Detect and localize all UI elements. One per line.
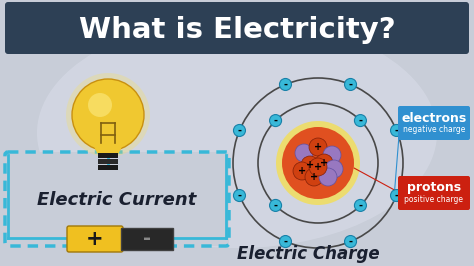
Circle shape — [391, 190, 402, 202]
Circle shape — [315, 154, 333, 172]
Text: -: - — [273, 115, 278, 126]
Text: -: - — [394, 126, 399, 135]
Ellipse shape — [37, 18, 437, 248]
Text: -: - — [348, 80, 353, 89]
Circle shape — [270, 200, 282, 211]
FancyBboxPatch shape — [5, 152, 229, 246]
Circle shape — [391, 124, 402, 136]
Text: +: + — [306, 160, 314, 170]
Text: +: + — [310, 172, 318, 182]
Text: -: - — [283, 236, 287, 247]
Circle shape — [301, 156, 319, 174]
Text: -: - — [348, 236, 353, 247]
Circle shape — [280, 78, 292, 90]
Circle shape — [305, 168, 323, 186]
FancyBboxPatch shape — [5, 2, 469, 54]
Text: What is Electricity?: What is Electricity? — [79, 16, 395, 44]
Circle shape — [323, 146, 341, 164]
Text: -: - — [273, 200, 278, 210]
Circle shape — [345, 78, 356, 90]
Circle shape — [293, 162, 311, 180]
Text: -: - — [358, 115, 363, 126]
Circle shape — [234, 124, 246, 136]
Text: -: - — [358, 200, 363, 210]
Circle shape — [276, 121, 360, 205]
Circle shape — [309, 158, 327, 176]
Text: -: - — [237, 190, 241, 201]
Circle shape — [234, 190, 246, 202]
FancyBboxPatch shape — [398, 176, 470, 210]
FancyBboxPatch shape — [121, 228, 173, 250]
Text: Electric Current: Electric Current — [37, 191, 197, 209]
Text: protons: protons — [407, 181, 461, 194]
Text: negative charge: negative charge — [403, 124, 465, 134]
Text: +: + — [314, 162, 322, 172]
Circle shape — [282, 127, 354, 199]
FancyBboxPatch shape — [98, 159, 118, 164]
Circle shape — [309, 138, 327, 156]
Circle shape — [345, 235, 356, 248]
Text: positive charge: positive charge — [404, 194, 464, 203]
Text: Electric Charge: Electric Charge — [237, 245, 379, 263]
Text: electrons: electrons — [401, 111, 466, 124]
Circle shape — [355, 115, 366, 127]
FancyBboxPatch shape — [98, 153, 118, 158]
FancyBboxPatch shape — [67, 226, 123, 252]
Circle shape — [66, 73, 150, 157]
Circle shape — [280, 235, 292, 248]
Text: +: + — [314, 142, 322, 152]
Text: -: - — [143, 230, 151, 248]
Circle shape — [325, 160, 343, 178]
Circle shape — [72, 79, 144, 151]
Text: -: - — [394, 190, 399, 201]
Text: +: + — [298, 166, 306, 176]
Circle shape — [270, 115, 282, 127]
Circle shape — [355, 200, 366, 211]
Text: +: + — [320, 158, 328, 168]
Circle shape — [295, 144, 313, 162]
FancyBboxPatch shape — [98, 165, 118, 170]
Text: +: + — [86, 229, 104, 249]
Text: -: - — [237, 126, 241, 135]
Circle shape — [88, 93, 112, 117]
Text: -: - — [283, 80, 287, 89]
FancyBboxPatch shape — [398, 106, 470, 140]
Circle shape — [319, 168, 337, 186]
Polygon shape — [94, 145, 122, 153]
